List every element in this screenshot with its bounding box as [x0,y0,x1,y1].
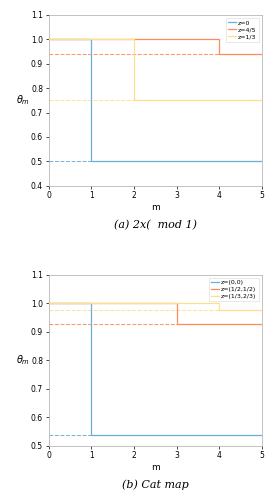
z=(1/3,2/3) [175,300,178,306]
z=(0,0) [47,300,50,306]
z=4/5 [218,36,221,42]
z=(0,0) [260,432,264,438]
z=1/3 [47,36,50,42]
z=(1/3,2/3) [260,307,264,313]
z=1/3 [260,98,264,103]
z=4/5 [175,36,178,42]
z=(1/3,2/3) [90,300,93,306]
z=(1/3,2/3) [218,300,221,306]
z=(1/2,1/2) [218,321,221,327]
z=(1/2,1/2) [175,300,178,306]
z=(0,0) [90,300,93,306]
z=4/5 [132,36,136,42]
Line: z=(1/2,1/2): z=(1/2,1/2) [49,303,262,324]
z=(1/2,1/2) [260,321,264,327]
Text: (b) Cat map: (b) Cat map [122,480,189,490]
Y-axis label: $\theta_m$: $\theta_m$ [16,94,30,107]
z=4/5 [47,36,50,42]
z=0 [90,158,93,164]
Line: z=(1/3,2/3): z=(1/3,2/3) [49,303,262,310]
z=1/3 [218,98,221,103]
Line: z=(0,0): z=(0,0) [49,303,262,435]
z=0 [175,158,178,164]
z=0 [47,36,50,42]
Text: (a) 2x(  mod 1): (a) 2x( mod 1) [114,220,197,230]
Line: z=4/5: z=4/5 [49,39,262,54]
X-axis label: m: m [151,203,160,212]
Line: z=0: z=0 [49,39,262,161]
z=1/3 [90,36,93,42]
z=4/5 [90,36,93,42]
z=0 [218,158,221,164]
z=(1/2,1/2) [90,300,93,306]
Legend: z=0, z=4/5, z=1/3: z=0, z=4/5, z=1/3 [226,18,259,42]
z=1/3 [132,36,136,42]
z=(1/2,1/2) [175,321,178,327]
z=1/3 [175,98,178,103]
z=(0,0) [218,432,221,438]
Y-axis label: $\theta_m$: $\theta_m$ [16,353,30,367]
Legend: z=(0,0), z=(1/2,1/2), z=(1/3,2/3): z=(0,0), z=(1/2,1/2), z=(1/3,2/3) [209,278,259,301]
z=4/5 [260,51,264,57]
z=(1/3,2/3) [132,300,136,306]
z=0 [260,158,264,164]
z=(0,0) [132,432,136,438]
X-axis label: m: m [151,463,160,472]
Line: z=1/3: z=1/3 [49,39,262,100]
z=(1/3,2/3) [47,300,50,306]
z=(1/2,1/2) [132,300,136,306]
z=(0,0) [90,432,93,438]
z=0 [132,158,136,164]
z=(0,0) [175,432,178,438]
z=(1/3,2/3) [218,307,221,313]
z=(1/2,1/2) [47,300,50,306]
z=1/3 [132,98,136,103]
z=0 [90,36,93,42]
z=4/5 [218,51,221,57]
